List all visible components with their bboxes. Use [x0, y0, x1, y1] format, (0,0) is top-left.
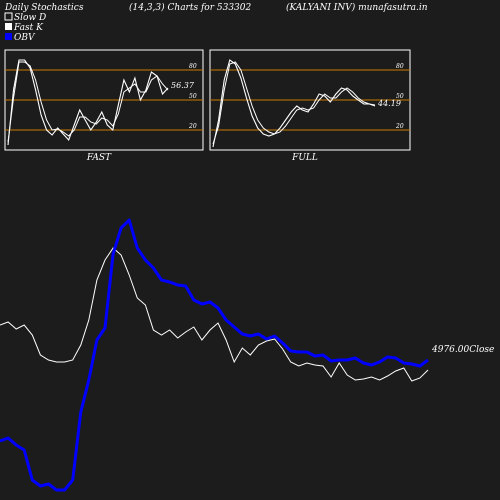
chart-title-left: Daily Stochastics [4, 3, 84, 13]
fast-fast-k-line [7, 59, 169, 146]
full-tick-label-80: 80 [396, 63, 404, 70]
fast-slow-d-line [7, 61, 169, 143]
full-panel-title: FULL [291, 153, 318, 163]
legend-fast-k-swatch [5, 23, 12, 30]
fast-stochastic-panel: 80 50 20 56.37 FAST [4, 49, 204, 163]
obv-price-panel: 4976.00Close [0, 218, 494, 492]
legend-obv-swatch [5, 33, 12, 40]
fast-tick-label-50: 50 [189, 93, 197, 100]
legend-fast-k-label: Fast K [13, 23, 44, 33]
chart-title-mid: (14,3,3) Charts for 533302 [129, 2, 251, 13]
full-tick-label-20: 20 [395, 123, 404, 130]
fast-panel-title: FAST [86, 153, 112, 163]
full-stochastic-panel: 80 50 20 44.19 FULL [209, 49, 411, 163]
price-line [0, 247, 429, 382]
legend-slow-d-label: Slow D [14, 13, 46, 23]
fast-value-label: 56.37 [171, 81, 195, 90]
legend-obv-label: OBV [14, 33, 36, 43]
full-slow-d-line [212, 61, 376, 145]
full-fast-k-line [212, 59, 376, 148]
full-value-label: 44.19 [377, 99, 401, 108]
obv-line [0, 218, 429, 492]
legend-slow-d-swatch [4, 12, 13, 21]
chart-title-right: (KALYANI INV) munafasutra.in [286, 2, 428, 13]
fast-tick-label-80: 80 [189, 63, 197, 70]
close-price-label: 4976.00Close [431, 345, 494, 355]
fast-tick-label-20: 20 [188, 123, 197, 130]
full-tick-label-50: 50 [396, 93, 404, 100]
